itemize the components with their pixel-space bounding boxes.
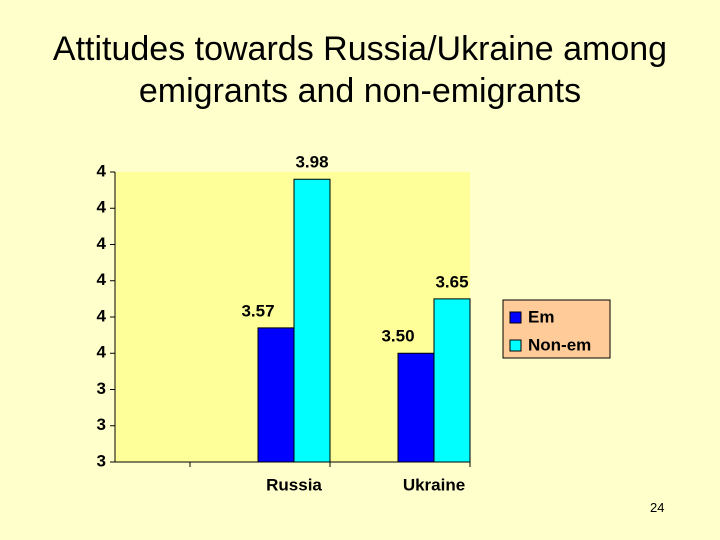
bar [397,352,435,463]
legend-label: Non-em [528,335,591,354]
value-label: 3.65 [435,272,468,291]
legend-swatch [509,339,522,352]
y-tick-label: 3 [97,415,106,434]
value-label: 3.98 [295,153,328,172]
y-tick-label: 4 [97,198,107,217]
legend-swatch [509,311,522,324]
y-tick-label: 4 [97,306,107,325]
y-tick-label: 4 [97,343,107,362]
bar [257,327,295,463]
y-tick-label: 4 [97,234,107,253]
y-tick-label: 4 [97,161,107,180]
y-tick-label: 3 [97,379,106,398]
value-label: 3.57 [241,301,274,320]
bar [293,178,331,463]
y-tick-label: 4 [97,270,107,289]
x-tick-label: Russia [266,475,322,494]
legend-label: Em [528,307,554,326]
x-tick-label: Ukraine [403,475,465,494]
bar [433,298,471,463]
chart-title: Attitudes towards Russia/Ukraine among e… [52,30,668,110]
y-tick-label: 3 [97,451,106,470]
value-label: 3.50 [381,327,414,346]
page-number: 24 [650,500,665,515]
